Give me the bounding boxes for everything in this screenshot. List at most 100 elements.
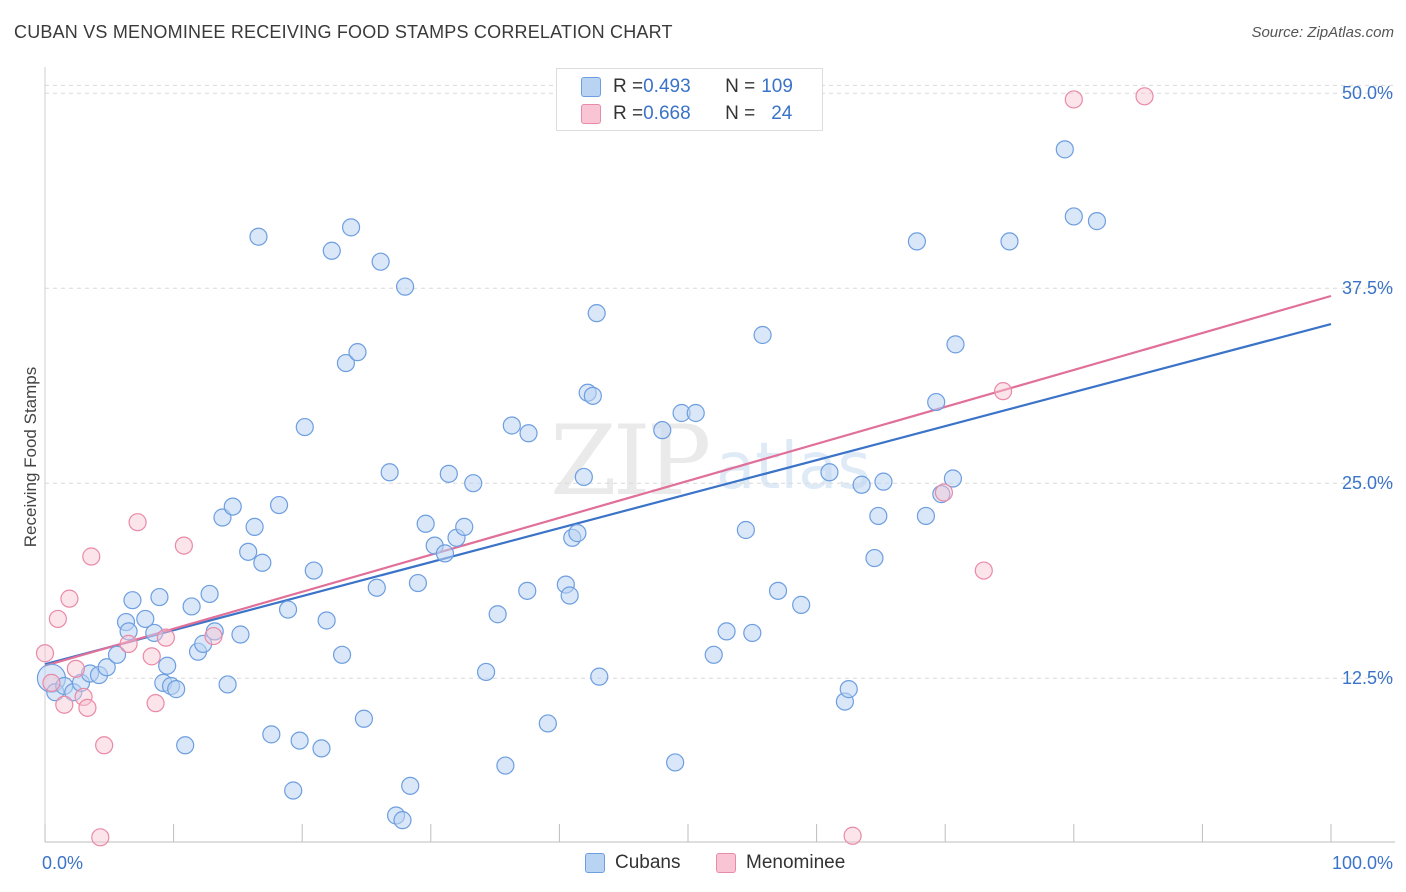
cubans-point bbox=[768, 581, 788, 600]
cubans-point bbox=[435, 544, 455, 563]
cubans-point bbox=[332, 645, 352, 664]
cubans-point bbox=[150, 587, 169, 607]
menominee-point bbox=[1135, 87, 1154, 106]
cubans-point bbox=[200, 584, 219, 604]
menominee-point bbox=[934, 483, 954, 502]
cubans-point bbox=[502, 416, 521, 435]
r-value: 0.668 bbox=[643, 103, 691, 124]
gridlines bbox=[45, 84, 1395, 679]
cubans-swatch bbox=[581, 77, 601, 97]
cubans-point bbox=[439, 464, 458, 483]
menominee-point bbox=[993, 382, 1013, 401]
menominee-point bbox=[156, 628, 175, 647]
menominee-point bbox=[42, 673, 61, 692]
y-tick-label: 37.5% bbox=[1342, 278, 1393, 298]
cubans-point bbox=[943, 469, 963, 488]
cubans-point bbox=[476, 662, 496, 682]
cubans-point bbox=[380, 463, 399, 482]
cubans-swatch bbox=[585, 853, 605, 873]
menominee-point bbox=[91, 828, 110, 847]
legend-label-cubans: Cubans bbox=[615, 852, 681, 873]
legend-item-cubans[interactable]: Cubans bbox=[585, 852, 681, 874]
cubans-point bbox=[907, 232, 927, 251]
menominee-point bbox=[35, 644, 55, 663]
cubans-point bbox=[574, 467, 593, 487]
cubans-point bbox=[218, 675, 237, 694]
source-label: Source: ZipAtlas.com bbox=[1251, 24, 1394, 41]
menominee-point bbox=[95, 736, 114, 755]
menominee-point bbox=[843, 826, 862, 845]
cubans-point bbox=[97, 658, 116, 677]
cubans-point bbox=[395, 277, 415, 296]
stats-row-menominee: R = 0.668 N = 24 bbox=[581, 102, 792, 126]
n-value: 109 bbox=[761, 76, 793, 97]
cubans-point bbox=[341, 218, 361, 237]
cubans-point bbox=[874, 472, 893, 491]
x-tick-label: 100.0% bbox=[1332, 853, 1393, 873]
cubans-point bbox=[753, 325, 772, 345]
cubans-point bbox=[1000, 232, 1019, 251]
cubans-point bbox=[1064, 207, 1083, 226]
cubans-point bbox=[182, 597, 201, 616]
cubans-point bbox=[587, 304, 606, 323]
menominee-point bbox=[128, 513, 147, 532]
cubans-point bbox=[946, 335, 965, 354]
stats-row-cubans: R = 0.493 N = 109 bbox=[581, 75, 793, 99]
menominee-point bbox=[48, 609, 67, 629]
cubans-point bbox=[653, 421, 672, 440]
legend-label-menominee: Menominee bbox=[746, 852, 846, 873]
cubans-point bbox=[123, 591, 142, 610]
cubans-point bbox=[269, 495, 289, 515]
cubans-point bbox=[736, 520, 755, 540]
cubans-point bbox=[568, 524, 587, 543]
y-tick-label: 12.5% bbox=[1342, 668, 1393, 688]
cubans-point bbox=[223, 497, 242, 516]
cubans-point bbox=[704, 645, 723, 664]
cubans-point bbox=[408, 573, 428, 593]
cubans-point bbox=[820, 463, 839, 482]
cubans-point bbox=[916, 506, 936, 526]
menominee-swatch bbox=[716, 853, 736, 873]
cubans-point bbox=[455, 517, 474, 536]
cubans-point bbox=[583, 386, 602, 405]
n-label: N = bbox=[725, 76, 756, 97]
cubans-point bbox=[317, 611, 336, 630]
menominee-point bbox=[82, 547, 101, 566]
cubans-trend-line bbox=[44, 323, 1332, 666]
cubans-point bbox=[295, 417, 314, 437]
y-tick-label: 50.0% bbox=[1342, 83, 1393, 103]
cubans-point bbox=[488, 605, 507, 624]
menominee-point bbox=[142, 647, 161, 666]
cubans-point bbox=[371, 252, 390, 271]
trend-lines bbox=[44, 294, 1332, 667]
x-tick-label: 0.0% bbox=[42, 853, 83, 873]
cubans-point bbox=[367, 578, 386, 597]
cubans-point bbox=[869, 506, 888, 526]
cubans-point bbox=[304, 561, 323, 580]
cubans-point bbox=[158, 656, 177, 675]
menominee-point bbox=[974, 561, 993, 580]
cubans-point bbox=[538, 714, 557, 733]
menominee-trend-line bbox=[44, 294, 1332, 667]
cubans-point bbox=[1087, 212, 1107, 231]
cubans-point bbox=[245, 517, 264, 536]
r-label: R = bbox=[613, 76, 644, 97]
cubans-point bbox=[231, 625, 250, 644]
cubans-point bbox=[927, 392, 946, 412]
cubans-point bbox=[743, 623, 762, 643]
series-legend: Cubans Menominee bbox=[0, 852, 1406, 876]
menominee-point bbox=[78, 698, 97, 717]
cubans-point bbox=[792, 595, 811, 614]
cubans-point bbox=[666, 753, 685, 772]
cubans-point bbox=[416, 514, 435, 533]
menominee-point bbox=[60, 589, 79, 608]
cubans-point bbox=[107, 645, 127, 664]
menominee-point bbox=[1064, 90, 1083, 109]
cubans-point bbox=[354, 709, 374, 728]
r-value: 0.493 bbox=[643, 76, 691, 97]
legend-item-menominee[interactable]: Menominee bbox=[716, 852, 845, 874]
cubans-point bbox=[518, 581, 537, 600]
data-points bbox=[35, 87, 1154, 847]
cubans-point bbox=[560, 586, 579, 605]
